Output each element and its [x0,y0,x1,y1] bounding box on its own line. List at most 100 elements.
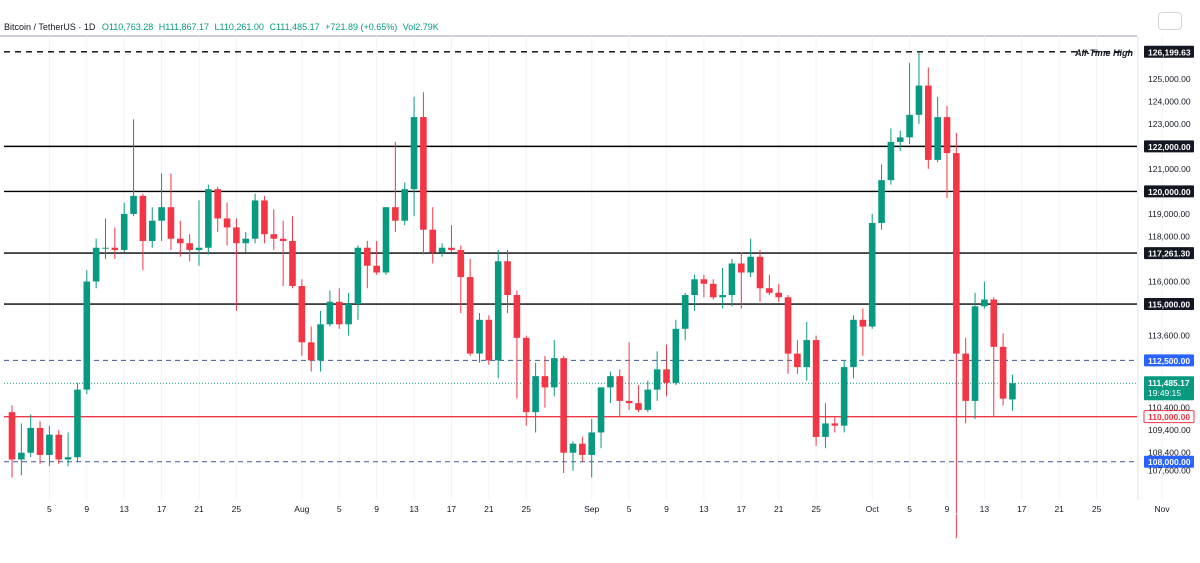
candle [298,279,306,356]
volume-value: Vol2.79K [402,22,439,32]
candle-body [653,369,661,390]
candle-body [373,265,380,273]
time-tick-label: 9 [664,504,669,514]
candle [953,132,960,539]
axis-tick-label: 124,000.00 [1148,96,1191,106]
candle-body [934,117,941,160]
time-tick-label: 9 [374,504,379,514]
candle [36,421,44,464]
axis-tag [1144,45,1194,58]
candle-body [784,297,792,354]
time-tick-label: 21 [1054,504,1064,514]
candle [990,297,998,417]
candle-body [139,195,147,241]
candle [513,290,521,399]
candle [868,213,876,329]
candle [981,281,988,309]
candle [8,405,16,478]
candle [326,290,334,327]
axis-tick-label: 119,000.00 [1148,209,1190,219]
candle [616,369,624,417]
candle [812,335,820,446]
time-tick-label: 17 [1017,504,1027,514]
candle [943,105,951,199]
candle-body [317,324,324,361]
candle-body [719,295,726,298]
candle-body [681,295,689,329]
candle-body [635,403,642,410]
candle [233,218,240,311]
candle [1009,374,1016,411]
candle-body [223,218,231,228]
candle-body [177,238,184,244]
axis-tag-label: 117,261.30 [1148,249,1190,259]
candle [775,283,782,302]
candle-body [364,247,371,266]
last-price-label: 111,485.17 [1148,378,1190,388]
candle-body [672,328,680,383]
high-value: H111,867.17 [158,22,210,32]
time-tick-label: 9 [945,504,950,514]
candle [906,63,913,145]
candle [64,432,72,467]
candle [719,268,726,309]
candle [803,322,811,381]
candle-body [840,367,848,426]
candle-body [859,319,867,327]
levels: All-Time High [4,48,1137,463]
candle-body [962,353,969,401]
time-tick-label: 17 [157,504,167,514]
candle-body [896,137,904,142]
candle [18,423,25,476]
candle-body [83,281,91,390]
candle [551,340,558,397]
candle [738,252,745,309]
axis-tag-label: 122,000.00 [1148,142,1191,152]
candle-body [887,141,895,181]
candle-body [279,238,287,241]
candle-body [850,319,857,368]
candle-body [242,238,250,244]
candle-body [251,200,259,239]
axis-tag [1143,410,1195,424]
candle [925,67,932,169]
candle-body [794,353,801,368]
candle [831,416,839,433]
candle-body [691,279,698,296]
candle [448,225,455,253]
time-tick-label: 13 [980,504,990,514]
candle-body [438,247,446,253]
candle-body [551,358,558,388]
candle [130,119,137,217]
candle [999,333,1007,406]
candle [177,220,184,257]
level-annotation: All-Time High [1074,48,1133,58]
candle-body [382,207,390,273]
axis-tick-label: 109,400.00 [1148,425,1191,435]
candles [8,51,1016,539]
time-axis: 5 9 13 17 21 25 Aug 5 9 13 17 21 25 Sep 5 9 13 17 21 25 Oct 5… [0,504,1170,515]
candle-body [560,358,567,453]
time-tick-label: 5 [627,504,632,514]
candle-body [728,263,736,296]
candle [494,249,502,379]
candle-body [775,292,782,298]
candle [756,249,764,302]
axis-tag [1144,185,1194,198]
candle-body [700,279,708,284]
candle [373,240,380,275]
candle-body [8,412,16,460]
candle-body [233,227,240,244]
candle-body [943,117,951,154]
candle [728,258,736,307]
candle-body [831,423,839,426]
candle [420,92,427,255]
candle [934,96,941,163]
candle [579,436,586,462]
chart-settings-button[interactable] [1158,12,1182,30]
candle [92,238,100,289]
time-tick-label: Oct [866,504,880,514]
candle-body [270,234,278,239]
time-tick-label: 5 [907,504,912,514]
